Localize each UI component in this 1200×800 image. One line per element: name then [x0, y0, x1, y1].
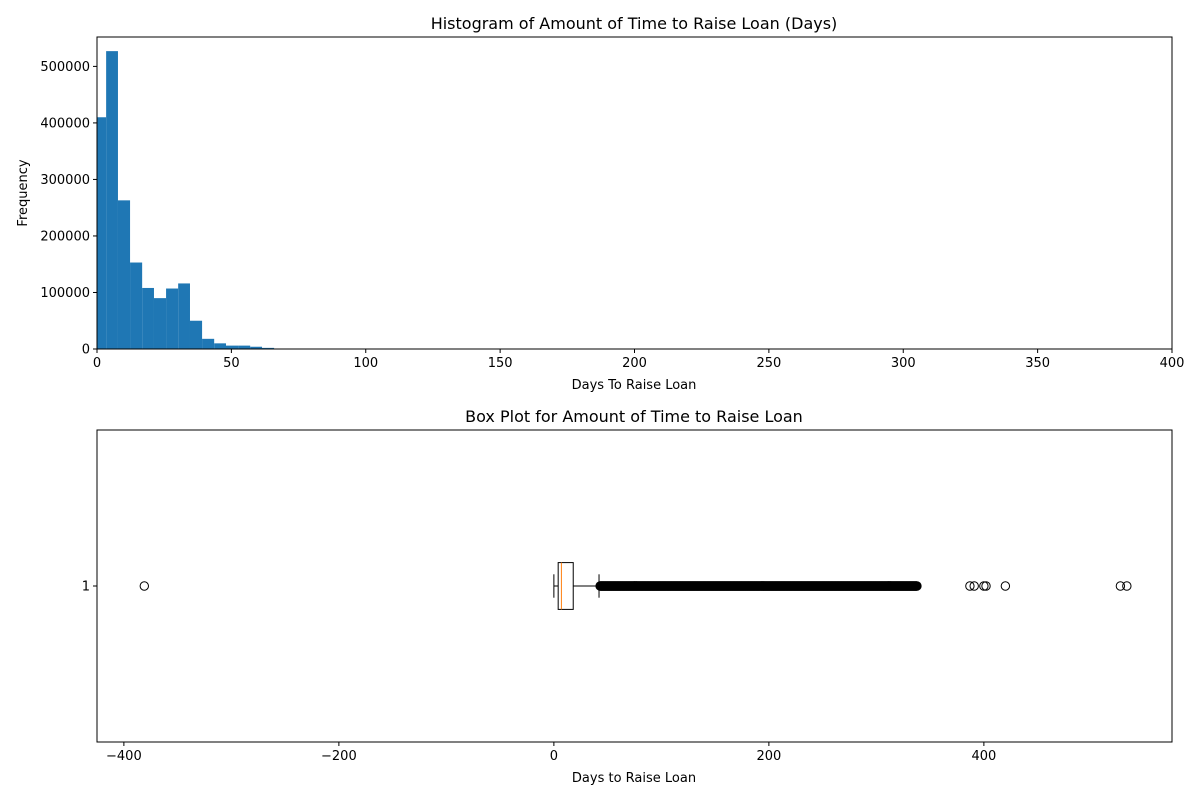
- histogram-bar: [106, 51, 118, 350]
- histogram-x-tick-label: 400: [1160, 356, 1185, 371]
- box-plot-outlier: [1115, 581, 1126, 591]
- histogram-x-tick-label: 300: [891, 356, 916, 371]
- histogram-y-tick-label: 100000: [40, 286, 90, 301]
- histogram-bar: [202, 338, 215, 349]
- histogram-x-tick-label: 350: [1025, 356, 1050, 371]
- histogram-y-tick-label: 500000: [40, 60, 90, 75]
- box-plot-x-tick-label: 200: [756, 749, 781, 764]
- histogram-bar: [166, 288, 179, 349]
- box-plot-marks: [139, 562, 1132, 610]
- box-plot-outlier: [139, 581, 150, 591]
- box-plot-x-tick-label: −400: [106, 749, 142, 764]
- histogram-y-ticks: 0 100000 200000 300000 400000 500000: [40, 60, 97, 358]
- box-plot-y-ticks: 1: [82, 580, 97, 595]
- histogram-x-tick-label: 0: [93, 356, 101, 371]
- histogram-chart: Histogram of Amount of Time to Raise Loa…: [16, 14, 1184, 393]
- histogram-bar: [97, 117, 107, 350]
- histogram-x-tick-label: 150: [488, 356, 513, 371]
- box-plot-y-tick-label: 1: [82, 580, 90, 595]
- box-plot-box: [557, 562, 574, 610]
- histogram-bar: [262, 347, 275, 349]
- box-plot-title: Box Plot for Amount of Time to Raise Loa…: [465, 407, 803, 426]
- histogram-bar: [189, 320, 203, 349]
- histogram-x-tick-label: 50: [223, 356, 240, 371]
- histogram-bar: [117, 200, 131, 349]
- box-plot-chart: Box Plot for Amount of Time to Raise Loa…: [82, 407, 1173, 786]
- histogram-x-axis-label: Days To Raise Loan: [572, 378, 697, 393]
- box-plot-x-tick-label: 0: [550, 749, 558, 764]
- box-plot-outlier: [979, 581, 989, 591]
- histogram-bar: [130, 262, 143, 349]
- histogram-x-tick-label: 100: [353, 356, 378, 371]
- box-plot-x-tick-label: −200: [321, 749, 357, 764]
- histogram-frame: [96, 36, 1173, 350]
- histogram-bar: [153, 298, 167, 349]
- histogram-y-tick-label: 400000: [40, 116, 90, 131]
- box-plot-outlier: [912, 581, 922, 591]
- box-plot-outliers: [139, 581, 1132, 591]
- box-plot-outlier: [981, 581, 991, 591]
- box-plot-outlier: [969, 581, 979, 591]
- box-plot-x-tick-label: 400: [971, 749, 996, 764]
- histogram-bar: [214, 343, 226, 349]
- histogram-x-tick-label: 250: [756, 356, 781, 371]
- box-plot-x-axis-label: Days to Raise Loan: [572, 771, 696, 786]
- histogram-y-tick-label: 200000: [40, 229, 90, 244]
- histogram-bar: [250, 346, 263, 349]
- histogram-bar: [238, 345, 251, 349]
- box-plot-outlier: [965, 581, 975, 591]
- histogram-bar: [142, 287, 154, 349]
- histogram-bar: [226, 345, 239, 349]
- histogram-y-tick-label: 0: [82, 343, 90, 358]
- box-plot-outlier: [1000, 581, 1011, 591]
- histogram-bars: [97, 51, 299, 350]
- histogram-x-tick-label: 200: [622, 356, 647, 371]
- box-plot-x-ticks: −400 −200 0 200 400: [106, 742, 996, 764]
- histogram-y-axis-label: Frequency: [16, 159, 31, 226]
- box-plot-frame: [96, 429, 1173, 743]
- box-plot-outlier: [1122, 581, 1132, 591]
- histogram-bar: [178, 283, 190, 349]
- histogram-x-ticks: 0 50 100 150 200 250 300 350 400: [93, 349, 1185, 371]
- histogram-title: Histogram of Amount of Time to Raise Loa…: [431, 14, 838, 33]
- histogram-y-tick-label: 300000: [40, 173, 90, 188]
